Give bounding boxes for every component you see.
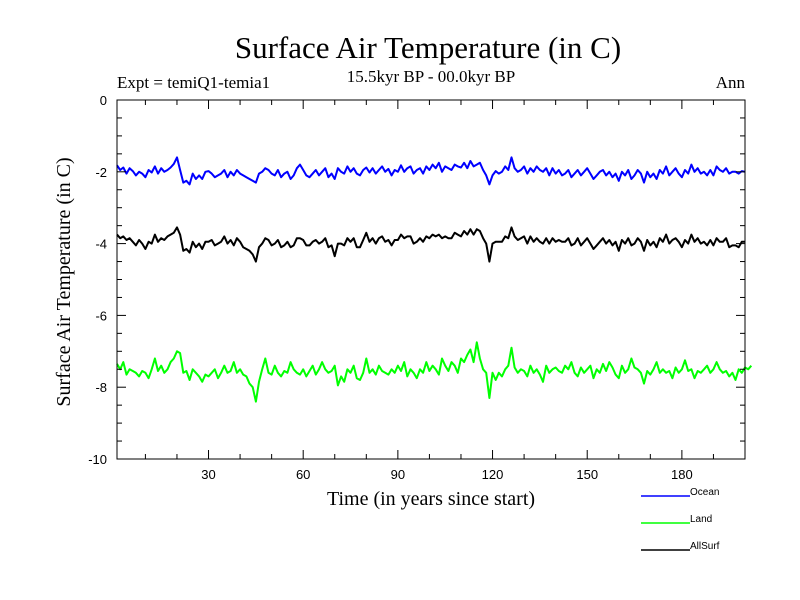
legend-label-ocean: Ocean [690, 487, 719, 498]
y-tick-label: 0 [100, 93, 107, 108]
x-tick-label: 60 [296, 467, 310, 482]
x-tick-label: 150 [576, 467, 598, 482]
x-tick-label: 180 [671, 467, 693, 482]
ticks-layer: 30 60 90 120 150 180 0 -2 -4 -6 -8 -10 [88, 93, 745, 482]
y-tick-label: -8 [95, 380, 107, 395]
legend: Ocean Land AllSurf [641, 487, 720, 552]
x-tick-label: 30 [201, 467, 215, 482]
season-label: Ann [716, 73, 746, 92]
legend-label-allsurf: AllSurf [690, 541, 720, 552]
series-line-ocean [116, 156, 746, 186]
y-tick-label: -2 [95, 165, 107, 180]
chart-title: Surface Air Temperature (in C) [235, 30, 621, 65]
y-tick-label: -4 [95, 237, 107, 252]
x-axis-label: Time (in years since start) [327, 488, 535, 510]
y-tick-label: -6 [95, 308, 107, 323]
y-axis-label: Surface Air Temperature (in C) [53, 157, 75, 406]
plot-frame [116, 99, 746, 460]
axes-layer [116, 99, 746, 460]
series-line-land [116, 341, 753, 403]
x-tick-label: 120 [482, 467, 504, 482]
x-tick-label: 90 [391, 467, 405, 482]
experiment-label: Expt = temiQ1-temia1 [117, 73, 270, 92]
legend-label-land: Land [690, 514, 712, 525]
series-layer [116, 156, 753, 403]
y-tick-label: -10 [88, 452, 107, 467]
time-range-label: 15.5kyr BP - 00.0kyr BP [347, 67, 515, 86]
series-line-allsurf [116, 226, 745, 263]
